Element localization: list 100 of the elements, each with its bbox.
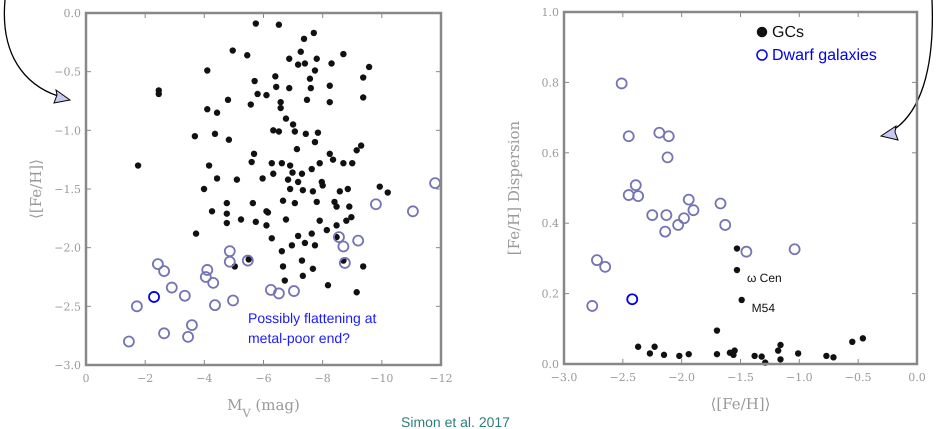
point [182,330,194,343]
y-tick-label: 1.0 [542,6,559,19]
legend-label: GCs [772,24,804,41]
point [272,288,285,300]
x-tick-label: −2.0 [668,371,696,384]
y-tick-label: 0.2 [542,288,559,301]
point [688,204,700,216]
point [201,264,214,276]
point [734,245,740,252]
point [264,284,277,296]
point [599,260,612,273]
x-tick-label: 0.0 [908,371,926,384]
point [823,352,830,360]
point [148,291,160,303]
point [224,245,236,258]
point [591,254,603,266]
y-axis-title: [Fe/H] Dispersion [505,120,523,256]
point [682,194,695,206]
point [751,352,758,360]
point [630,179,642,192]
x-tick-label: −0.5 [844,371,872,384]
point [338,257,351,269]
annotation: M54 [752,300,776,315]
point [740,246,752,258]
point [370,198,382,210]
point [686,350,692,358]
point [406,205,419,218]
x-tick-label: −8 [314,372,331,385]
point [662,130,675,142]
point [616,78,628,90]
point [622,189,635,201]
x-tick-label: −6 [255,372,272,385]
point [777,356,784,363]
x-tick-label: −2 [137,372,154,385]
point [719,219,732,231]
point [714,327,720,334]
annotation: Possibly flattening at metal-poor end? [248,310,377,346]
point [626,293,638,306]
y-tick-label: −1.0 [54,124,81,138]
point [337,240,350,252]
point [122,336,135,348]
point [634,344,642,350]
point [646,209,658,221]
y-tick-label: −2.5 [54,300,81,314]
point [429,177,441,190]
x-axis-title: M$_{V}$ (mag) [227,396,300,420]
point [672,219,684,231]
text: Simon et al. 2017 [401,414,510,429]
point [734,266,740,274]
point [849,338,856,346]
y-tick-label: 0.4 [542,217,559,230]
x-axis-title: ⟨[Fe/H]⟩ [710,395,771,413]
annotation: ω Cen [746,271,782,286]
x-tick-label: −2.5 [609,371,636,384]
point [333,231,345,243]
y-axis-title: ⟨[Fe/H]⟩ [27,158,45,220]
point [774,347,782,354]
x-tick-label: 0 [82,372,90,385]
point [651,344,658,350]
point [794,350,802,357]
point [660,209,672,221]
y-tick-label: 0.0 [542,358,559,371]
y-tick-label: −3.0 [54,359,81,372]
point [714,350,720,358]
point [662,151,674,164]
y-tick-label: 0.8 [542,76,559,90]
point [714,198,726,210]
point [224,256,236,268]
point [186,319,198,331]
point [209,299,221,312]
y-tick-label: 0.0 [64,7,81,20]
point [678,212,690,224]
legend-label: Dwarf galaxies [772,47,877,64]
x-tick-label: −12 [429,372,453,385]
point [653,126,666,139]
point [830,354,837,361]
point [152,258,164,270]
point [860,335,866,342]
x-tick-label: −3.0 [550,371,578,384]
point [288,285,300,297]
point [242,254,254,266]
point [738,296,745,304]
point [758,353,765,360]
point [166,282,178,294]
x-tick-label: −1.0 [786,371,813,384]
point [158,265,170,278]
y-tick-label: −0.5 [54,66,81,79]
point [586,300,598,312]
point [207,276,220,289]
y-tick-label: 0.6 [542,146,559,160]
point [676,352,683,360]
point [622,130,635,142]
point [178,290,191,302]
point [777,342,784,348]
point [130,300,143,312]
point [659,226,672,238]
y-tick-label: −2.0 [54,242,81,255]
point [200,271,212,283]
x-tick-label: −1.5 [727,371,754,384]
point [646,350,654,357]
